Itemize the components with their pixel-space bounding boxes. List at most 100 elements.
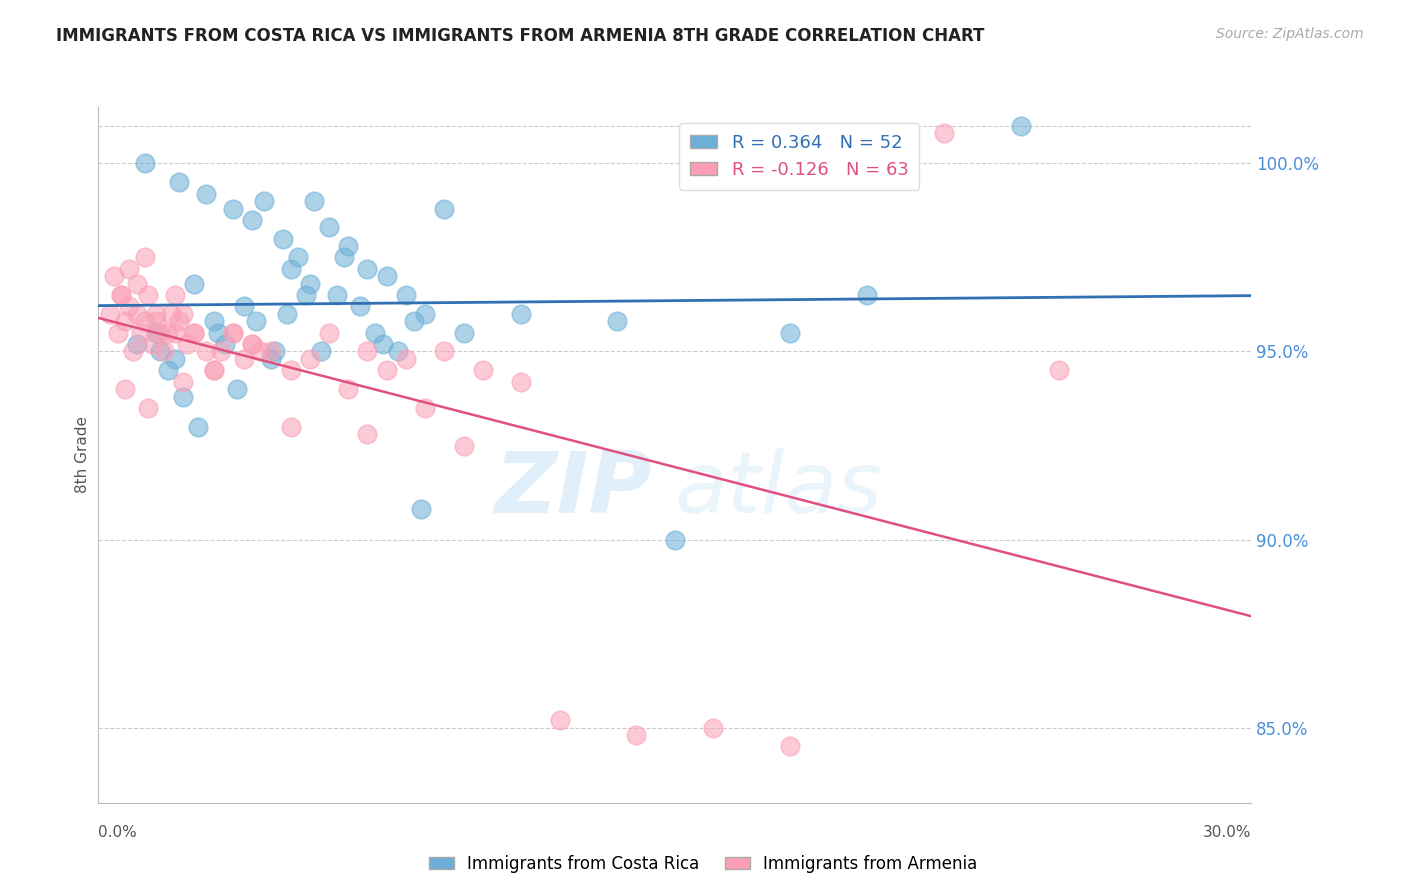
Point [187,419,209,434]
Point [149,326,172,340]
Point [202,363,225,377]
Point [1047,363,1070,377]
Point [375,363,398,377]
Point [222,202,245,216]
Point [510,307,533,321]
Point [122,344,145,359]
Point [395,351,418,366]
Point [433,344,456,359]
Point [167,314,190,328]
Point [240,337,263,351]
Point [167,175,190,189]
Point [207,326,229,340]
Point [364,326,387,340]
Point [287,251,309,265]
Point [271,232,294,246]
Point [253,194,276,208]
Text: 0.0%: 0.0% [98,825,138,840]
Point [318,326,340,340]
Point [249,344,271,359]
Point [141,337,163,351]
Point [333,251,356,265]
Point [356,344,378,359]
Point [280,261,302,276]
Text: 30.0%: 30.0% [1204,825,1251,840]
Point [779,326,801,340]
Point [156,326,179,340]
Point [134,251,156,265]
Legend: R = 0.364   N = 52, R = -0.126   N = 63: R = 0.364 N = 52, R = -0.126 N = 63 [679,123,920,190]
Point [413,307,436,321]
Point [276,307,298,321]
Point [118,261,141,276]
Point [264,344,287,359]
Point [118,299,141,313]
Point [606,314,628,328]
Point [413,401,436,415]
Point [183,277,205,291]
Point [260,344,283,359]
Point [195,186,218,201]
Point [337,382,360,396]
Point [356,427,378,442]
Point [214,337,236,351]
Point [318,220,340,235]
Point [165,351,187,366]
Point [349,299,371,313]
Point [149,344,172,359]
Point [134,314,156,328]
Point [209,344,232,359]
Text: ZIP: ZIP [494,448,652,532]
Point [103,269,125,284]
Point [337,239,360,253]
Point [453,438,475,452]
Point [222,326,245,340]
Point [233,299,256,313]
Point [702,721,724,735]
Text: IMMIGRANTS FROM COSTA RICA VS IMMIGRANTS FROM ARMENIA 8TH GRADE CORRELATION CHAR: IMMIGRANTS FROM COSTA RICA VS IMMIGRANTS… [56,27,984,45]
Point [134,156,156,170]
Point [387,344,409,359]
Point [298,277,321,291]
Point [433,202,456,216]
Point [548,713,571,727]
Point [172,375,194,389]
Point [371,337,394,351]
Point [165,326,187,340]
Point [260,351,283,366]
Point [453,326,475,340]
Point [298,351,321,366]
Point [779,739,801,754]
Point [375,269,398,284]
Point [156,363,179,377]
Point [222,326,245,340]
Text: atlas: atlas [675,448,883,532]
Point [145,307,167,321]
Point [1010,119,1032,133]
Point [202,314,225,328]
Point [202,363,225,377]
Point [302,194,325,208]
Point [295,288,318,302]
Point [411,502,433,516]
Point [138,288,160,302]
Point [356,261,378,276]
Point [125,277,148,291]
Point [183,326,205,340]
Point [233,351,256,366]
Point [471,363,494,377]
Point [138,401,160,415]
Point [932,127,955,141]
Point [240,337,263,351]
Point [160,307,183,321]
Point [125,307,148,321]
Point [245,314,267,328]
Point [402,314,425,328]
Point [114,314,136,328]
Point [176,337,198,351]
Point [107,326,129,340]
Point [114,382,136,396]
Point [195,344,218,359]
Point [325,288,347,302]
Point [145,326,167,340]
